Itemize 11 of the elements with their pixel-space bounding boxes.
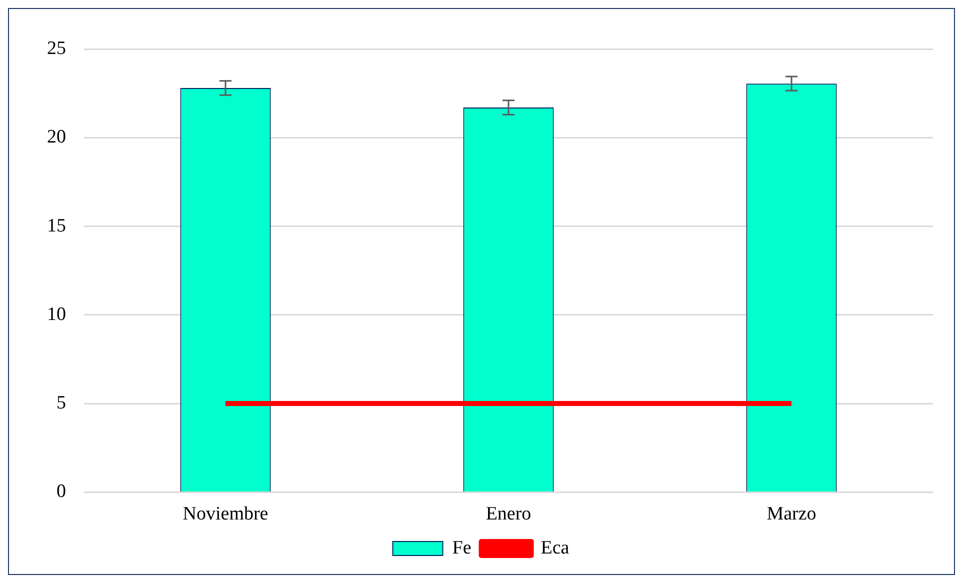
- y-tick-label: 5: [56, 392, 66, 414]
- y-tick-label: 15: [47, 215, 66, 236]
- legend-label: Fe: [452, 537, 472, 558]
- y-tick-label: 20: [47, 126, 66, 148]
- x-tick-label: Marzo: [766, 504, 816, 525]
- y-tick-label: 0: [56, 481, 66, 502]
- y-tick-label: 25: [47, 38, 66, 59]
- x-tick-label: Enero: [486, 504, 532, 525]
- y-tick-label: 10: [47, 304, 66, 325]
- x-tick-label: Noviembre: [182, 504, 268, 525]
- legend-label: Eca: [540, 537, 570, 558]
